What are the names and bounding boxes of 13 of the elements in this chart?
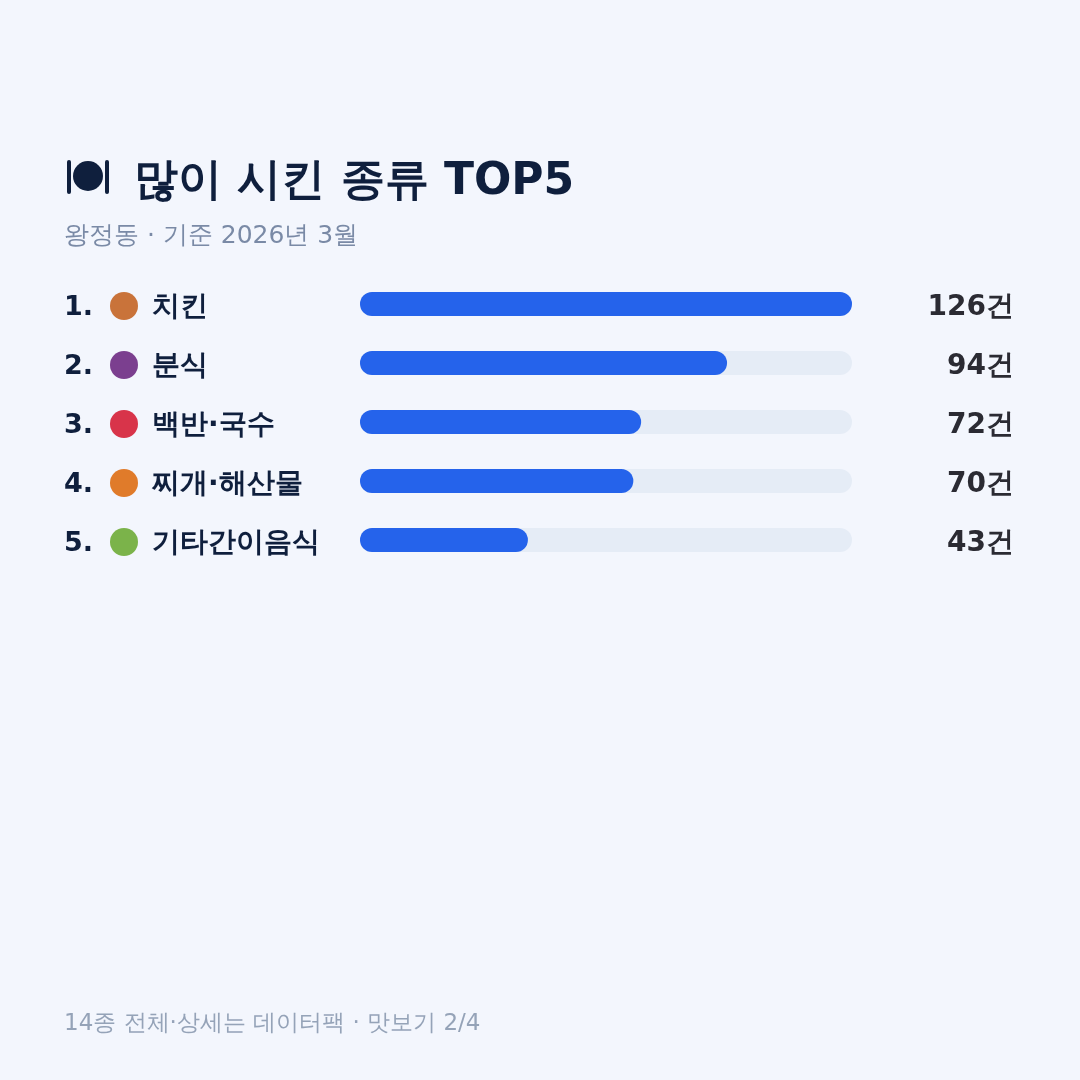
category-label: 3. 백반·국수 [64, 407, 275, 440]
category-label: 2. 분식 [64, 348, 208, 381]
category-label: 4. 찌개·해산물 [64, 466, 303, 499]
data-label: 43건 [947, 525, 1014, 558]
chart-subtitle: 왕정동 · 기준 2026년 3월 [64, 220, 359, 249]
category-label: 5. 기타간이음식 [64, 525, 320, 558]
data-label: 126건 [927, 289, 1014, 322]
category-label: 1. 치킨 [64, 289, 208, 322]
data-label: 94건 [947, 348, 1014, 381]
data-label: 70건 [947, 466, 1014, 499]
text: 14종 전체·상세는 데이터팩 · 맛보기 2/4 [64, 1009, 481, 1035]
chart-title: 많이 시킨 종류 TOP5 [134, 153, 575, 204]
data-label: 72건 [947, 407, 1014, 440]
